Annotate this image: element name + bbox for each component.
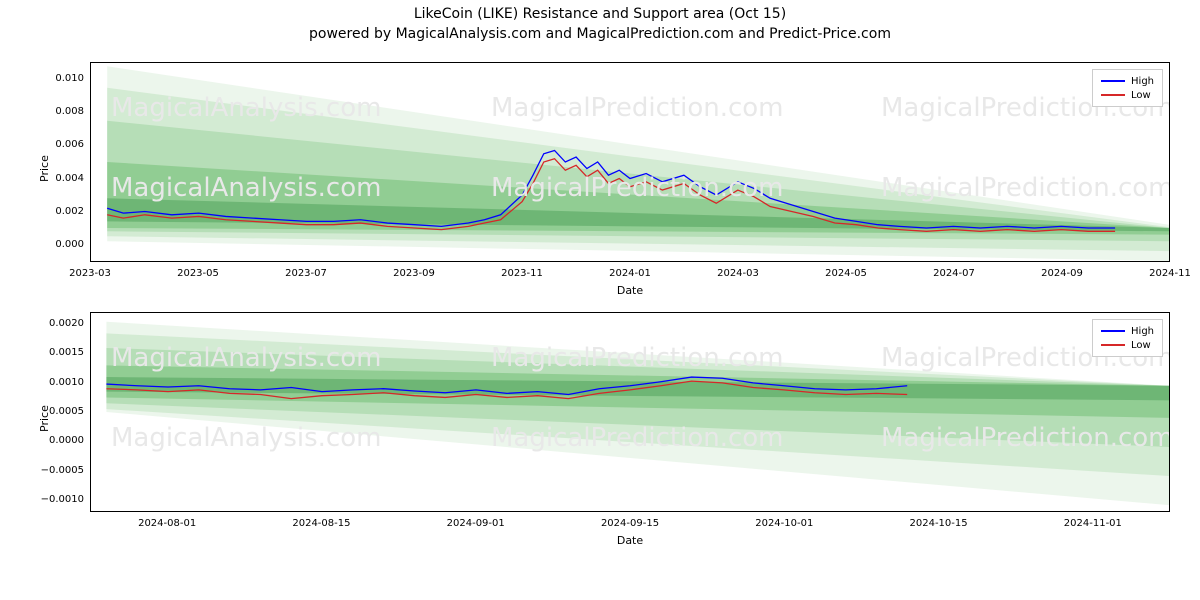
bottom-plot-area: MagicalAnalysis.com MagicalAnalysis.com … <box>90 312 1170 512</box>
y-tick-label: 0.008 <box>24 106 84 117</box>
x-tick-label: 2023-09 <box>374 268 454 279</box>
y-tick-label: 0.0005 <box>24 406 84 417</box>
x-tick-label: 2024-07 <box>914 268 994 279</box>
x-tick-label: 2024-01 <box>590 268 670 279</box>
bottom-chart-svg <box>91 313 1169 511</box>
legend-label-high: High <box>1131 326 1154 337</box>
legend-swatch-low <box>1101 344 1125 346</box>
y-tick-label: 0.0010 <box>24 377 84 388</box>
x-tick-label: 2024-11-01 <box>1053 518 1133 529</box>
bottom-y-axis-label: Price <box>38 405 51 432</box>
x-tick-label: 2024-10-01 <box>744 518 824 529</box>
x-tick-label: 2023-07 <box>266 268 346 279</box>
y-tick-label: −0.0010 <box>24 494 84 505</box>
x-tick-label: 2024-09-01 <box>436 518 516 529</box>
legend-label-high: High <box>1131 76 1154 87</box>
x-tick-label: 2024-09 <box>1022 268 1102 279</box>
y-tick-label: 0.000 <box>24 239 84 250</box>
y-tick-label: 0.004 <box>24 173 84 184</box>
x-tick-label: 2024-10-15 <box>899 518 979 529</box>
x-tick-label: 2024-09-15 <box>590 518 670 529</box>
bottom-chart: MagicalAnalysis.com MagicalAnalysis.com … <box>90 312 1170 512</box>
legend-swatch-high <box>1101 80 1125 82</box>
x-tick-label: 2024-11 <box>1130 268 1200 279</box>
top-legend: High Low <box>1092 69 1163 107</box>
legend-swatch-high <box>1101 330 1125 332</box>
bottom-x-axis-label: Date <box>90 534 1170 547</box>
y-tick-label: 0.006 <box>24 139 84 150</box>
y-tick-label: 0.002 <box>24 206 84 217</box>
x-tick-label: 2023-11 <box>482 268 562 279</box>
chart-subtitle: powered by MagicalAnalysis.com and Magic… <box>0 26 1200 42</box>
top-plot-area: MagicalAnalysis.com MagicalAnalysis.com … <box>90 62 1170 262</box>
top-chart-svg <box>91 63 1169 261</box>
legend-item-high: High <box>1101 74 1154 88</box>
x-tick-label: 2024-08-01 <box>127 518 207 529</box>
legend-label-low: Low <box>1131 90 1151 101</box>
legend-item-low: Low <box>1101 88 1154 102</box>
top-y-axis-label: Price <box>38 155 51 182</box>
chart-title: LikeCoin (LIKE) Resistance and Support a… <box>0 6 1200 22</box>
top-x-axis-label: Date <box>90 284 1170 297</box>
y-tick-label: 0.0020 <box>24 318 84 329</box>
y-tick-label: 0.0015 <box>24 347 84 358</box>
top-chart: MagicalAnalysis.com MagicalAnalysis.com … <box>90 62 1170 262</box>
legend-item-high: High <box>1101 324 1154 338</box>
y-tick-label: 0.0000 <box>24 435 84 446</box>
x-tick-label: 2023-03 <box>50 268 130 279</box>
y-tick-label: 0.010 <box>24 73 84 84</box>
bottom-legend: High Low <box>1092 319 1163 357</box>
legend-swatch-low <box>1101 94 1125 96</box>
y-tick-label: −0.0005 <box>24 465 84 476</box>
x-tick-label: 2024-03 <box>698 268 778 279</box>
x-tick-label: 2024-05 <box>806 268 886 279</box>
legend-label-low: Low <box>1131 340 1151 351</box>
x-tick-label: 2024-08-15 <box>281 518 361 529</box>
x-tick-label: 2023-05 <box>158 268 238 279</box>
legend-item-low: Low <box>1101 338 1154 352</box>
